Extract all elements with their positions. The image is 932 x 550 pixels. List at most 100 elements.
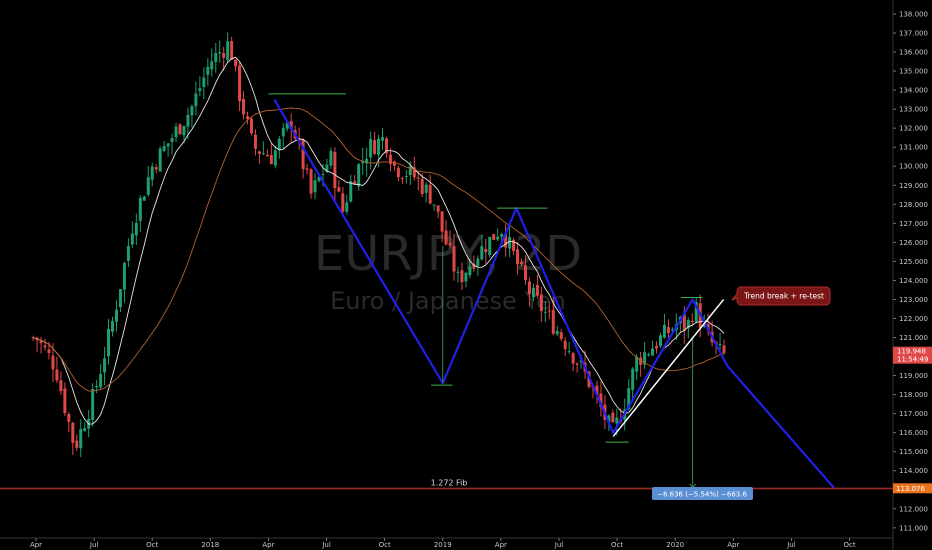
candle-body (71, 422, 75, 443)
candle-body (444, 230, 448, 245)
x-tick-label: Jul (321, 541, 331, 549)
candle-body (265, 154, 269, 157)
candle-body (341, 193, 345, 212)
candle-body (43, 345, 47, 348)
y-tick-label: 126.000 (899, 239, 928, 247)
candle-body (134, 223, 138, 236)
y-tick-label: 133.000 (899, 106, 928, 114)
y-tick-label: 136.000 (899, 49, 928, 57)
candle-body (555, 330, 559, 335)
candle-body (31, 337, 35, 339)
y-tick-label: 115.000 (899, 448, 928, 456)
candle-body (611, 412, 615, 423)
candle-body (349, 181, 353, 202)
candle-body (150, 166, 154, 180)
candle-body (51, 355, 55, 370)
candle-body (202, 77, 206, 87)
candle-body (170, 137, 174, 142)
candle-body (142, 196, 146, 201)
candle-body (388, 154, 392, 165)
candle-body (353, 181, 357, 185)
candle-body (547, 310, 551, 312)
zigzag-pattern-line (273, 99, 835, 489)
y-tick-label: 137.000 (899, 30, 928, 38)
y-tick-label: 128.000 (899, 201, 928, 209)
candle-body (186, 114, 190, 127)
candle-body (361, 160, 365, 164)
candle-body (174, 126, 178, 138)
candle-body (59, 380, 63, 392)
x-tick-label: Jul (554, 541, 564, 549)
moving-averages-layer (32, 56, 725, 425)
candle-body (118, 289, 122, 308)
candle-body (166, 143, 170, 147)
candle-body (420, 178, 424, 195)
candle-body (468, 266, 472, 276)
candle-body (508, 236, 512, 249)
x-tick-label: Apr (495, 541, 507, 549)
fib-price-tag-bg (893, 483, 932, 494)
candle-body (309, 169, 313, 194)
candle-body (301, 139, 305, 170)
candle-body (512, 239, 516, 251)
candle-body (337, 187, 341, 192)
candle-body (535, 285, 539, 296)
y-tick-label: 117.000 (899, 410, 928, 418)
candle-body (460, 270, 464, 283)
candle-body (210, 61, 214, 70)
candle-body (567, 351, 571, 353)
candle-body (226, 41, 230, 60)
candle-body (627, 388, 631, 410)
candle-body (365, 158, 369, 164)
candle-body (249, 118, 253, 134)
candle-body (559, 332, 563, 339)
x-tick-label: 2020 (666, 541, 684, 549)
x-tick-label: Oct (146, 541, 158, 549)
x-tick-label: Oct (611, 541, 623, 549)
y-tick-label: 111.000 (899, 524, 928, 532)
candle-body (571, 353, 575, 364)
candle-body (230, 41, 234, 60)
y-tick-label: 118.000 (899, 391, 928, 399)
candle-body (305, 168, 309, 170)
candle-body (670, 329, 674, 331)
candle-body (551, 309, 555, 334)
current-price-tag-bg (893, 346, 932, 364)
annotation-bubble (731, 286, 831, 306)
candle-body (607, 415, 611, 423)
candle-body (639, 357, 643, 365)
y-tick-label: 131.000 (899, 144, 928, 152)
candle-body (472, 263, 476, 269)
candle-body (261, 153, 265, 155)
candle-body (662, 324, 666, 338)
candle-body (523, 265, 527, 281)
candle-body (643, 352, 647, 365)
candle-body (488, 236, 492, 256)
candle-body (694, 302, 698, 322)
current-price-label: 119.948 (897, 348, 926, 356)
candle-body (690, 320, 694, 322)
candle-body (55, 369, 59, 381)
ma-slow-line (32, 107, 725, 392)
y-tick-label: 127.000 (899, 220, 928, 228)
candle-body (416, 177, 420, 179)
candle-body (563, 340, 567, 350)
candle-body (246, 116, 250, 119)
candle-body (527, 281, 531, 295)
watermark: EURJPY, 2D Euro / Japanese Yen (314, 226, 582, 315)
y-tick-label: 122.000 (899, 315, 928, 323)
candle-body (206, 66, 210, 75)
candle-body (385, 138, 389, 154)
x-tick-label: Oct (843, 541, 855, 549)
candle-body (373, 140, 377, 154)
candle-body (257, 151, 261, 154)
candle-body (234, 59, 238, 67)
candle-body (432, 204, 436, 206)
trend-line (612, 298, 725, 437)
fib-label: 1.272 Fib (431, 478, 468, 487)
candle-body (666, 327, 670, 333)
candle-body (107, 328, 111, 357)
candle-body (520, 261, 524, 265)
